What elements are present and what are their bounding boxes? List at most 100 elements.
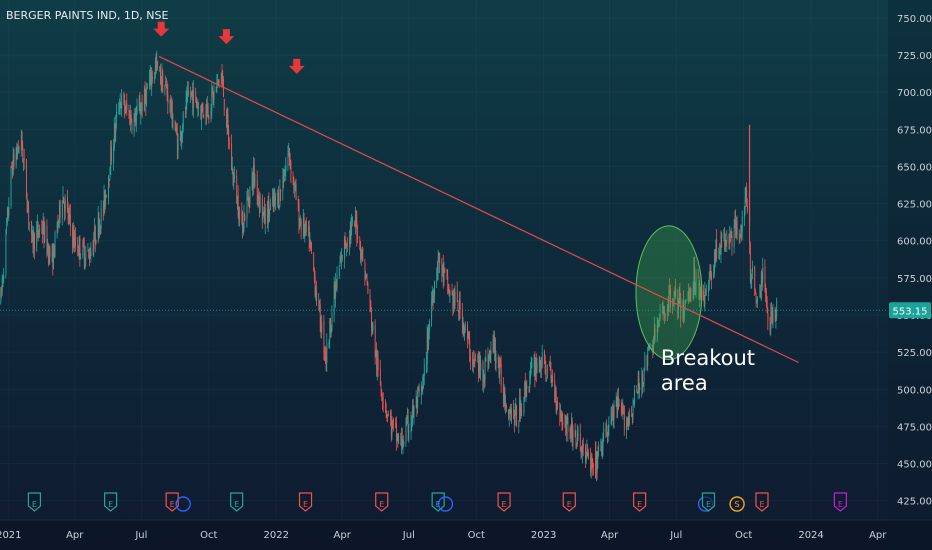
candle-body — [344, 236, 345, 260]
candle-body — [423, 377, 425, 382]
candle-body — [380, 384, 382, 392]
candle-body — [274, 194, 276, 199]
candle-body — [432, 296, 434, 301]
event-circle-icon[interactable] — [175, 496, 191, 512]
candle-body — [771, 311, 773, 316]
candle-body — [280, 189, 282, 192]
candle-body — [177, 132, 178, 153]
earnings-flag-icon[interactable] — [497, 492, 511, 512]
earnings-flag-icon[interactable] — [165, 492, 179, 512]
time-tick-label: Oct — [468, 530, 485, 541]
candle-body — [316, 290, 318, 302]
candle-body — [561, 415, 563, 423]
candle-body — [212, 87, 214, 93]
candle-body — [330, 328, 332, 333]
earnings-flag-icon[interactable] — [833, 492, 847, 512]
earnings-flag-icon[interactable] — [633, 492, 647, 512]
candle-body — [672, 305, 674, 307]
candle-body — [15, 153, 17, 167]
candle-body — [592, 462, 594, 466]
candle-body — [7, 208, 9, 215]
candle-body — [433, 297, 435, 303]
candle-body — [211, 89, 213, 112]
candle-body — [3, 275, 5, 279]
earnings-flag-icon[interactable] — [562, 492, 576, 512]
candle-body — [392, 420, 394, 422]
candle-body — [346, 245, 348, 247]
candle-body — [103, 192, 105, 210]
candle-body — [694, 266, 696, 291]
candle-body — [0, 290, 2, 303]
candle-body — [124, 99, 126, 111]
candle-body — [484, 360, 486, 381]
candle-body — [177, 140, 179, 151]
candle-body — [78, 252, 79, 255]
candle-body — [88, 251, 90, 253]
candle-body — [290, 162, 292, 175]
candle-body — [53, 243, 55, 269]
candle-body — [454, 291, 456, 306]
earnings-flag-icon[interactable] — [230, 492, 244, 512]
earnings-flag-icon[interactable] — [701, 492, 716, 512]
candle-body — [165, 83, 167, 87]
candle-body — [336, 274, 338, 288]
candle-body — [492, 338, 494, 351]
candle-body — [499, 361, 501, 374]
candle-body — [723, 234, 725, 239]
candle-body — [480, 362, 482, 371]
event-circle-icon[interactable] — [437, 496, 454, 512]
candle-body — [716, 239, 718, 260]
candle-body — [79, 238, 81, 258]
earnings-flag-icon[interactable] — [298, 492, 313, 512]
candle-body — [20, 130, 22, 149]
candle-body — [418, 388, 420, 394]
event-circle-icon[interactable] — [729, 496, 745, 512]
earnings-flag-icon[interactable] — [755, 492, 769, 512]
candle-body — [703, 290, 704, 301]
candle-body — [313, 252, 315, 271]
candle-body — [52, 251, 54, 270]
candle-body — [198, 107, 200, 110]
candle-body — [267, 209, 268, 224]
candle-body — [714, 256, 715, 273]
earnings-flag-icon[interactable] — [375, 492, 389, 512]
candle-body — [42, 231, 44, 233]
candle-body — [439, 252, 441, 264]
earnings-flag-icon[interactable] — [104, 492, 118, 512]
candle-body — [287, 153, 289, 166]
candle-body — [571, 421, 573, 445]
candle-body — [82, 241, 84, 257]
candle-body — [540, 365, 542, 371]
candle-body — [253, 165, 255, 182]
trendline[interactable] — [158, 55, 799, 364]
candle-body — [18, 147, 19, 151]
candle-body — [12, 164, 13, 175]
candle-body — [223, 98, 225, 111]
candle-body — [22, 147, 24, 162]
candle-body — [53, 245, 55, 258]
candle-body — [278, 192, 279, 209]
candle-body — [369, 294, 371, 303]
trendline-layer[interactable] — [158, 55, 799, 364]
candle-body — [728, 233, 730, 244]
candle-body — [195, 91, 197, 96]
candle-body — [218, 79, 219, 81]
candle-body — [201, 105, 203, 121]
candle-body — [172, 123, 174, 125]
price-axis[interactable]: 425.00450.00475.00500.00525.00550.00575.… — [888, 0, 932, 550]
time-axis[interactable]: 2021 Apr Jul Oct 2022 Apr Jul Oct 2023 Apr Jul Oct 2… — [0, 519, 932, 550]
candle-body — [772, 311, 774, 322]
candle-body — [72, 226, 74, 245]
candle-body — [197, 107, 199, 109]
earnings-flag-icon[interactable] — [27, 492, 42, 512]
candle-body — [405, 423, 407, 443]
candle-body — [638, 377, 640, 390]
candle-body — [251, 174, 253, 188]
candle-body — [298, 203, 300, 230]
candle-body — [489, 350, 490, 360]
candle-body — [759, 291, 761, 297]
candle-body — [247, 197, 249, 200]
